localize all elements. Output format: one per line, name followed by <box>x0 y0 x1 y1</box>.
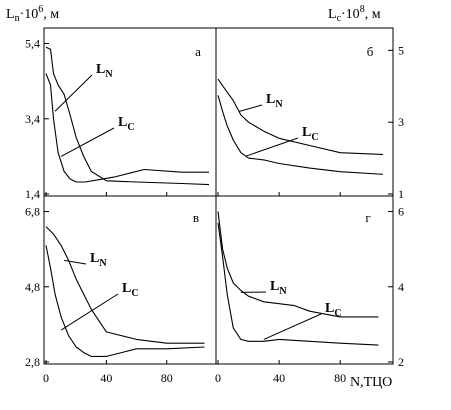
y-tick-label-left: 6,8 <box>25 205 40 219</box>
leader-line-c-panel-a <box>61 128 114 156</box>
x-tick-label: 40 <box>100 371 112 385</box>
curve-label-n-panel-b: LN <box>266 92 283 110</box>
y-tick-label-left: 1,4 <box>25 187 40 201</box>
y-tick-label-right: 3 <box>398 115 404 129</box>
leader-line-c-panel-b <box>245 138 298 156</box>
panel-label-d: г <box>365 210 370 225</box>
x-tick-label: 40 <box>273 371 285 385</box>
series-line-ln-panel-d <box>218 212 378 317</box>
label-layer: а LN LC б LN LC в LN LC г LN LC <box>55 44 374 339</box>
x-axis-title: N,ТЦО <box>350 375 392 390</box>
curve-label-c-panel-a: LC <box>118 115 135 133</box>
leader-line-n-panel-a <box>55 75 92 111</box>
y-tick-label-left: 2,8 <box>25 355 40 369</box>
y-tick-label-right: 4 <box>398 280 404 294</box>
y-tick-label-left: 5,4 <box>25 37 40 51</box>
panel-label-a: а <box>195 44 201 59</box>
y-tick-label-right: 5 <box>398 43 404 57</box>
y-tick-label-right: 6 <box>398 205 404 219</box>
curve-label-n-panel-c: LN <box>90 251 107 269</box>
leader-line-n-panel-c <box>64 260 86 264</box>
curve-label-n-panel-a: LN <box>96 62 113 80</box>
leader-line-c-panel-d <box>264 314 321 339</box>
tick-layer: 5,4 3,4 1,4 5 3 1 6,8 4,8 2,8 6 4 2 0 40 80 0 40 80 <box>25 37 404 385</box>
series-line-ln-panel-a <box>46 47 209 184</box>
left-axis-title: Ln·106, м <box>6 4 59 24</box>
curve-label-c-panel-b: LC <box>302 125 319 143</box>
y-tick-label-left: 3,4 <box>25 112 40 126</box>
leader-line-c-panel-c <box>61 294 118 330</box>
x-tick-label: 80 <box>334 371 346 385</box>
x-tick-label: 0 <box>215 371 221 385</box>
series-line-lc-panel-b <box>218 95 383 174</box>
x-tick-label: 0 <box>43 371 49 385</box>
series-line-ln-panel-b <box>218 79 383 154</box>
y-tick-label-right: 1 <box>398 187 404 201</box>
curve-label-c-panel-c: LC <box>122 281 139 299</box>
x-tick-label: 80 <box>161 371 173 385</box>
curve-label-c-panel-d: LC <box>325 301 342 319</box>
y-tick-label-left: 4,8 <box>25 280 40 294</box>
series-line-lc-panel-d <box>218 223 378 345</box>
y-tick-label-right: 2 <box>398 355 404 369</box>
panel-label-b: б <box>367 44 374 59</box>
curve-label-n-panel-d: LN <box>270 279 287 297</box>
right-axis-title: Lc·108, м <box>328 4 381 24</box>
panel-label-c: в <box>193 210 199 225</box>
leader-line-n-panel-b <box>239 105 262 111</box>
